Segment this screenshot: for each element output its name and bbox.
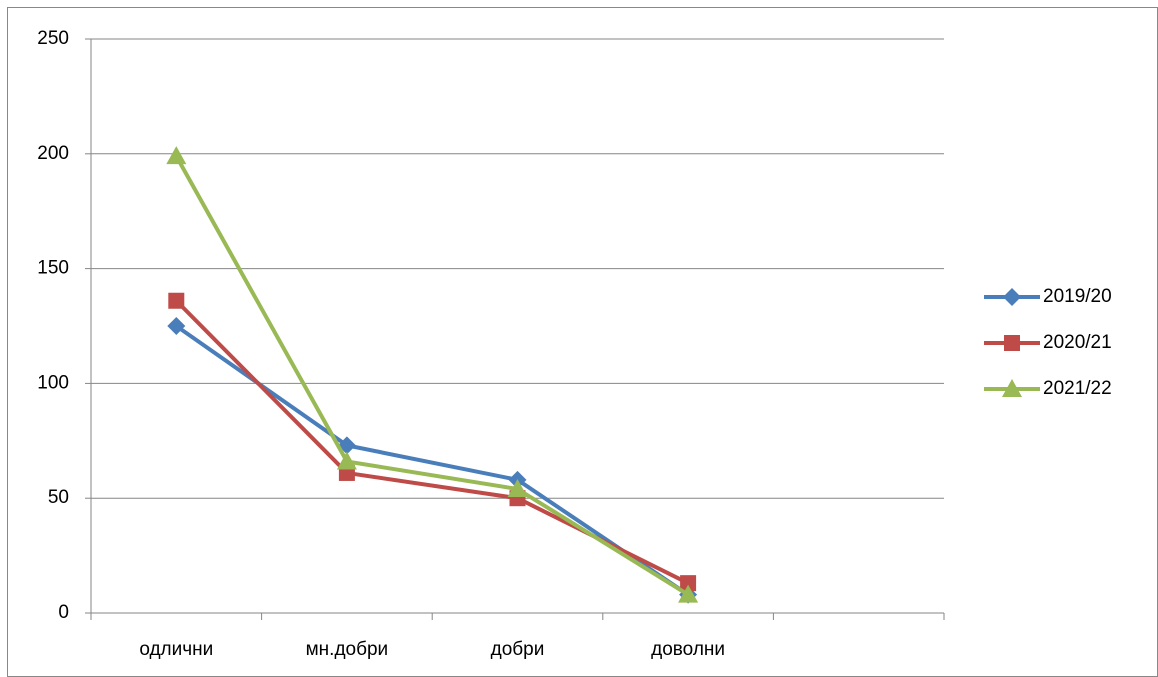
y-tick-label: 150 — [37, 258, 69, 279]
y-tick-label: 200 — [37, 143, 69, 164]
legend-marker — [1003, 288, 1021, 306]
legend-label: 2019/20 — [1043, 286, 1112, 307]
legend-label: 2021/22 — [1043, 378, 1112, 399]
data-point — [680, 575, 697, 592]
x-tick-label: мн.добри — [306, 639, 389, 660]
data-point — [166, 146, 187, 165]
x-tick-label: добри — [491, 639, 545, 660]
legend-marker — [1002, 379, 1022, 397]
data-point — [336, 451, 357, 470]
y-tick-label: 0 — [58, 602, 69, 623]
series-line — [174, 155, 690, 597]
y-tick-label: 250 — [37, 28, 69, 49]
data-point — [167, 317, 186, 335]
legend-marker — [1004, 335, 1020, 351]
legend-label: 2020/21 — [1043, 332, 1112, 353]
y-tick-label: 100 — [37, 372, 69, 393]
data-point — [678, 584, 699, 603]
y-tick-label: 50 — [48, 487, 69, 508]
x-tick-label: одлични — [139, 639, 213, 660]
x-tick-label: доволни — [651, 639, 725, 660]
data-point — [168, 292, 185, 309]
data-point — [507, 479, 528, 498]
series-line — [175, 324, 690, 597]
